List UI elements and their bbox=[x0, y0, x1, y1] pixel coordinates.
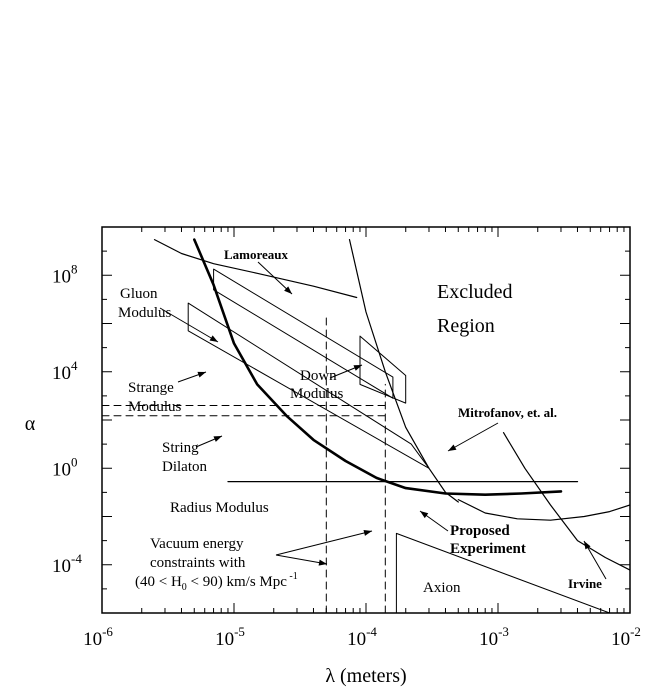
label-strange-modulus: Modulus bbox=[128, 399, 182, 415]
label-mitrofanov: Mitrofanov, et. al. bbox=[458, 405, 557, 420]
arrow-layer bbox=[159, 261, 607, 580]
label-hubble-range: (40 < H0 < 90) km/s Mpc -1 bbox=[135, 571, 298, 593]
y-tick-label: 108 bbox=[52, 261, 78, 287]
arrow-gluon-head bbox=[209, 335, 218, 342]
arrow-proposed-head bbox=[420, 511, 429, 519]
label-irvine: Irvine bbox=[568, 576, 602, 591]
x-tick-label: 10-4 bbox=[347, 624, 377, 650]
label-down-modulus: Modulus bbox=[290, 386, 344, 402]
y-tick-label: 10-4 bbox=[52, 551, 82, 577]
series-mitrofanov-et-al bbox=[348, 239, 459, 503]
hubble-mid: < 90) km/s Mpc bbox=[187, 574, 287, 590]
arrow-vacuum-left bbox=[275, 554, 328, 565]
series-proposed-experiment bbox=[193, 238, 563, 497]
y-tick-label: 104 bbox=[52, 358, 78, 384]
label-gluon: Gluon bbox=[120, 286, 158, 302]
series-gluon-modulus bbox=[213, 268, 394, 399]
label-experiment: Experiment bbox=[450, 541, 526, 557]
x-tick-label: 10-5 bbox=[215, 624, 245, 650]
series-strange-modulus bbox=[187, 302, 430, 469]
hubble-sub: 0 bbox=[182, 582, 187, 593]
label-constraints-with: constraints with bbox=[150, 555, 246, 571]
arrow-irvine-head bbox=[584, 541, 591, 550]
series-axion bbox=[395, 532, 611, 613]
label-axion: Axion bbox=[423, 580, 461, 596]
x-tick-label: 10-2 bbox=[611, 624, 641, 650]
label-strange: Strange bbox=[128, 380, 174, 396]
label-vacuum-energy: Vacuum energy bbox=[150, 536, 244, 552]
tick-layer bbox=[101, 226, 631, 614]
x-tick-label: 10-6 bbox=[83, 624, 113, 650]
arrow-mitrofanov-head bbox=[448, 444, 457, 451]
arrow-vacuum-right-head bbox=[363, 530, 372, 536]
x-axis-label: λ (meters) bbox=[325, 665, 406, 687]
series-irvine bbox=[502, 432, 630, 571]
series-lamoreaux bbox=[153, 239, 358, 299]
arrow-down-head bbox=[353, 365, 362, 371]
label-down: Down bbox=[300, 368, 337, 384]
region-label-line-1: Excluded bbox=[437, 281, 513, 303]
arrow-string-head bbox=[213, 436, 222, 442]
label-string: String bbox=[162, 440, 199, 456]
label-lamoreaux: Lamoreaux bbox=[224, 247, 289, 262]
region-label-line-2: Region bbox=[437, 315, 495, 337]
arrow-vacuum-right bbox=[275, 530, 373, 556]
label-string-dilaton: Dilaton bbox=[162, 459, 207, 475]
label-gluon-modulus: Modulus bbox=[118, 305, 172, 321]
hubble-sup: -1 bbox=[287, 571, 298, 582]
arrow-mitrofanov bbox=[447, 422, 499, 452]
text-layer: 10-6 10-5 10-4 10-3 10-2 10-4 100 104 108 bbox=[52, 261, 641, 650]
y-axis-label: α bbox=[25, 413, 36, 435]
data-layer bbox=[102, 238, 630, 613]
hubble-open: (40 < H bbox=[135, 574, 182, 590]
arrow-gluon bbox=[159, 307, 219, 343]
arrow-strange-head bbox=[197, 371, 206, 378]
x-tick-label: 10-3 bbox=[479, 624, 509, 650]
arrow-lamoreaux-head bbox=[284, 286, 292, 294]
label-proposed: Proposed bbox=[450, 523, 510, 539]
series-down-modulus bbox=[359, 335, 407, 404]
y-tick-label: 100 bbox=[52, 454, 78, 480]
label-radius-modulus: Radius Modulus bbox=[170, 500, 269, 516]
arrow-vacuum-left-head bbox=[318, 559, 327, 566]
series-irvine-tail bbox=[457, 499, 630, 521]
